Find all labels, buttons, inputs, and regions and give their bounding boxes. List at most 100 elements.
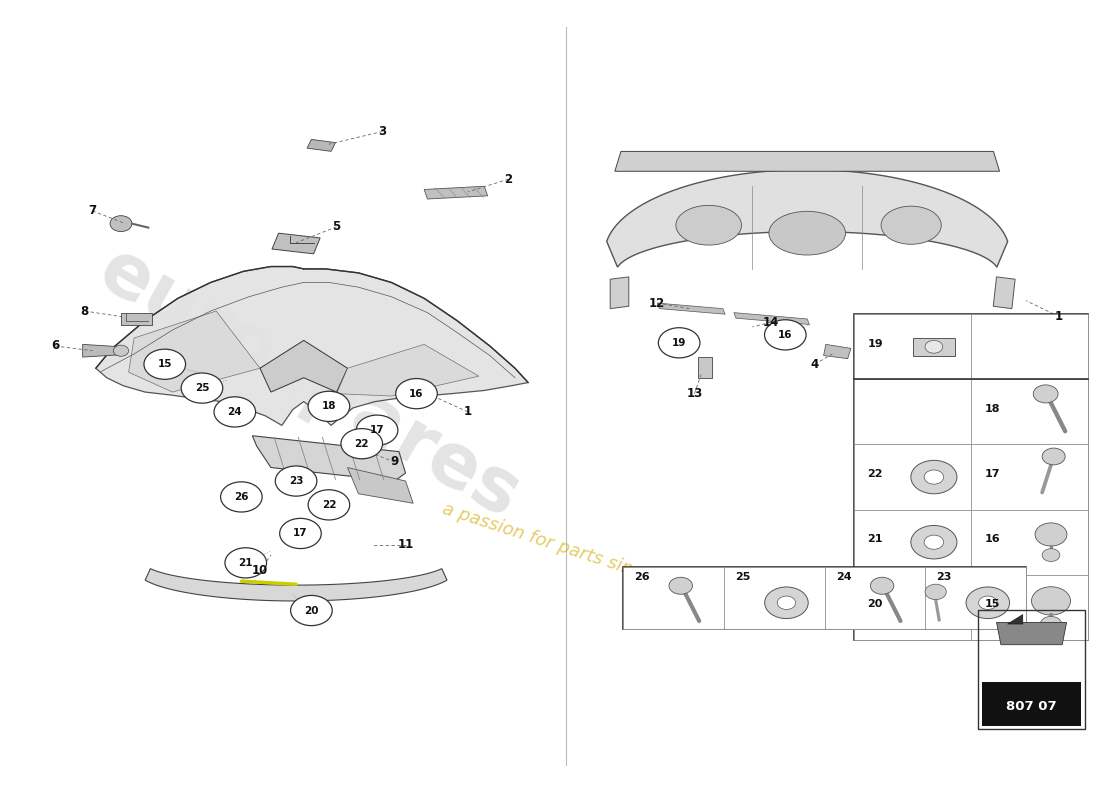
Bar	[855, 314, 971, 379]
Bar	[925, 567, 1026, 629]
Bar	[913, 338, 955, 356]
Polygon shape	[997, 622, 1067, 645]
Bar	[624, 567, 724, 629]
Polygon shape	[610, 277, 629, 309]
Bar	[697, 357, 712, 378]
Circle shape	[182, 373, 223, 403]
Bar	[855, 445, 971, 510]
Bar	[971, 445, 1089, 510]
Bar	[855, 574, 971, 640]
Text: 17: 17	[984, 469, 1000, 479]
Circle shape	[979, 596, 997, 610]
Text: 19: 19	[868, 338, 883, 349]
Circle shape	[764, 587, 808, 618]
Circle shape	[870, 578, 894, 594]
Text: 16: 16	[778, 330, 793, 340]
Bar	[978, 610, 1086, 729]
Text: 807 07: 807 07	[1006, 699, 1057, 713]
Circle shape	[1041, 616, 1062, 632]
Text: 17: 17	[370, 425, 384, 435]
Circle shape	[341, 429, 383, 458]
Text: 13: 13	[686, 387, 703, 400]
Text: 15: 15	[984, 599, 1000, 609]
Ellipse shape	[881, 206, 942, 244]
Text: 8: 8	[80, 305, 89, 318]
Bar	[724, 567, 825, 629]
Circle shape	[308, 391, 350, 422]
Circle shape	[144, 349, 186, 379]
Circle shape	[290, 595, 332, 626]
Text: 24: 24	[228, 407, 242, 417]
Circle shape	[658, 328, 700, 358]
Circle shape	[356, 415, 398, 446]
Circle shape	[113, 345, 129, 356]
Text: 23: 23	[289, 476, 304, 486]
Text: 10: 10	[252, 564, 268, 578]
Bar	[825, 567, 925, 629]
Circle shape	[1032, 586, 1070, 615]
Text: 9: 9	[390, 455, 398, 469]
Bar	[855, 510, 971, 574]
Text: 11: 11	[397, 538, 414, 551]
Circle shape	[221, 482, 262, 512]
Polygon shape	[260, 341, 348, 392]
Text: 4: 4	[811, 358, 819, 370]
Text: 25: 25	[195, 383, 209, 393]
Text: a passion for parts since 1984: a passion for parts since 1984	[440, 500, 704, 602]
Circle shape	[925, 340, 943, 354]
Circle shape	[911, 460, 957, 494]
Polygon shape	[607, 170, 1008, 267]
Text: 16: 16	[409, 389, 424, 398]
Text: 1: 1	[464, 406, 472, 418]
Polygon shape	[1008, 614, 1023, 624]
Polygon shape	[82, 344, 121, 357]
Text: 16: 16	[984, 534, 1000, 544]
Circle shape	[214, 397, 255, 427]
Circle shape	[279, 518, 321, 549]
Circle shape	[669, 578, 693, 594]
Text: 21: 21	[868, 534, 883, 544]
Polygon shape	[993, 277, 1015, 309]
Circle shape	[925, 584, 946, 600]
Circle shape	[966, 587, 1010, 618]
Polygon shape	[96, 266, 528, 426]
Circle shape	[764, 320, 806, 350]
Polygon shape	[129, 311, 260, 392]
Polygon shape	[348, 467, 414, 503]
Text: 18: 18	[984, 404, 1000, 414]
Text: 3: 3	[378, 125, 386, 138]
Polygon shape	[252, 436, 406, 481]
Circle shape	[778, 596, 795, 610]
Bar	[971, 510, 1089, 574]
Circle shape	[924, 535, 944, 550]
Text: 2: 2	[504, 173, 513, 186]
Circle shape	[275, 466, 317, 496]
Polygon shape	[734, 313, 810, 325]
Polygon shape	[145, 569, 447, 601]
Text: 22: 22	[354, 438, 368, 449]
Text: 20: 20	[305, 606, 319, 615]
Text: 17: 17	[294, 529, 308, 538]
Circle shape	[1033, 385, 1058, 403]
Text: 24: 24	[836, 573, 851, 582]
Circle shape	[1035, 523, 1067, 546]
Text: 19: 19	[672, 338, 686, 348]
Bar	[982, 682, 1081, 726]
Circle shape	[396, 378, 438, 409]
Bar	[855, 314, 1089, 640]
Text: 15: 15	[157, 359, 172, 370]
Text: 20: 20	[868, 599, 883, 609]
Text: 25: 25	[735, 573, 750, 582]
Bar	[121, 313, 152, 326]
Text: 12: 12	[649, 297, 666, 310]
Circle shape	[308, 490, 350, 520]
Polygon shape	[337, 344, 478, 396]
Bar	[624, 567, 1026, 629]
Bar	[855, 379, 971, 445]
Ellipse shape	[769, 211, 846, 255]
Circle shape	[924, 470, 944, 484]
Circle shape	[911, 526, 957, 559]
Circle shape	[110, 216, 132, 231]
Text: 22: 22	[321, 500, 337, 510]
Bar	[971, 314, 1089, 379]
